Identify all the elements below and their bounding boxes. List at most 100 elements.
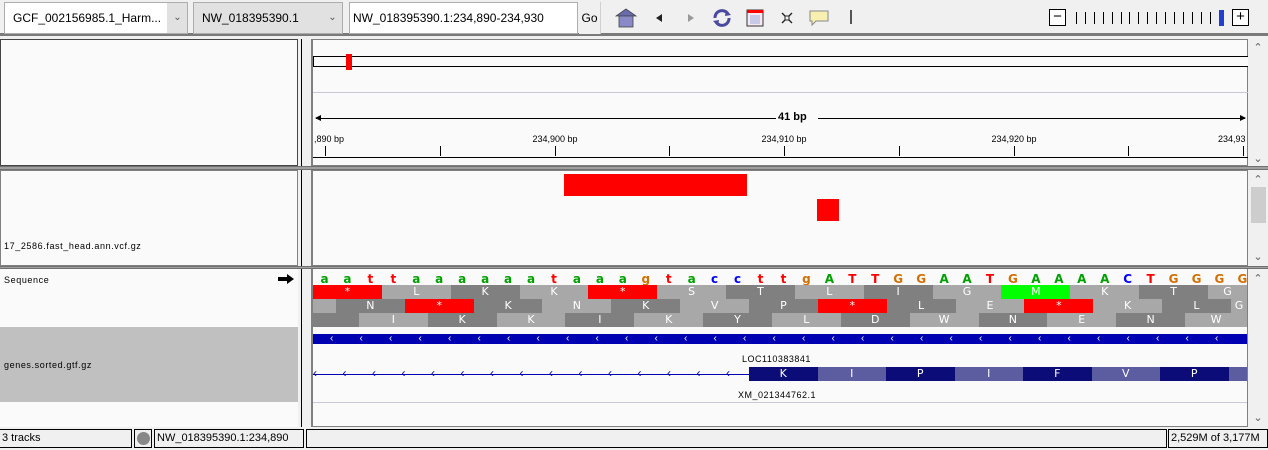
genome-dropdown[interactable]: GCF_002156985.1_Harm... ⌄	[4, 2, 188, 34]
strand-chevron-icon: ‹	[595, 333, 599, 344]
strand-chevron-icon: ‹	[549, 366, 553, 380]
zoom-tick[interactable]	[1138, 12, 1140, 24]
strand-chevron-icon: ‹	[979, 333, 983, 344]
chromosome-dropdown[interactable]: NW_018395390.1 ⌄	[193, 2, 343, 34]
transcript-intron-line[interactable]	[313, 374, 749, 375]
scroll-down-icon[interactable]: ⌄	[1253, 153, 1263, 165]
amino-acid: K	[450, 285, 520, 299]
ruler-divider	[313, 92, 1248, 93]
scroll-down-icon[interactable]: ⌄	[1253, 412, 1263, 424]
zoom-tick[interactable]	[1129, 12, 1131, 24]
sequence-base: T	[871, 272, 880, 286]
cds-amino-acid[interactable]	[1228, 367, 1247, 381]
arrow-right-icon[interactable]	[278, 274, 294, 287]
back-arrow-icon[interactable]	[648, 7, 670, 29]
cds-amino-acid[interactable]: K	[749, 367, 818, 381]
scroll-up-icon[interactable]: ⌃	[1253, 42, 1263, 54]
go-button[interactable]: Go	[579, 2, 601, 34]
zoom-tick[interactable]	[1147, 12, 1149, 24]
cds-amino-acid[interactable]: P	[1160, 367, 1229, 381]
zoom-tick[interactable]	[1093, 12, 1095, 24]
locus-status: NW_018395390.1:234,890	[154, 429, 304, 448]
sequence-base: A	[1031, 272, 1041, 286]
feature-name-panel: Sequence genes.sorted.gtf.gz	[0, 269, 298, 427]
genome-dropdown-value: GCF_002156985.1_Harm...	[13, 11, 162, 25]
scroll-up-icon[interactable]: ⌃	[1253, 273, 1263, 285]
stop-codon: *	[588, 285, 658, 299]
sequence-base: t	[390, 272, 397, 286]
sequence-base: a	[618, 272, 627, 286]
locus-search-input[interactable]	[349, 2, 578, 34]
genotype-cell[interactable]	[817, 199, 839, 221]
strand-chevron-icon: ‹	[536, 333, 540, 344]
sequence-base: G	[1008, 272, 1018, 286]
strand-chevron-icon: ‹	[696, 366, 701, 380]
strand-chevron-icon: ‹	[743, 333, 747, 344]
panel-divider[interactable]	[301, 170, 312, 266]
sequence-base: C	[1123, 272, 1133, 286]
zoom-tick[interactable]	[1165, 12, 1166, 24]
cds-amino-acid[interactable]: I	[817, 367, 886, 381]
zoom-tick[interactable]	[1102, 12, 1104, 24]
strand-chevron-icon: ‹	[890, 333, 894, 344]
vcf-track-label[interactable]: 17_2586.fast_head.ann.vcf.gz	[4, 241, 142, 251]
cds-amino-acid[interactable]: V	[1091, 367, 1160, 381]
zoom-in-button[interactable]: +	[1232, 9, 1249, 26]
zoom-tick[interactable]	[1209, 12, 1211, 24]
sequence-track-label[interactable]: Sequence	[4, 275, 50, 285]
sequence-base: a	[320, 272, 329, 286]
fit-to-window-icon[interactable]	[776, 7, 798, 29]
sequence-base: G	[1237, 272, 1248, 286]
cds-amino-acid[interactable]: F	[1023, 367, 1092, 381]
refresh-icon[interactable]	[711, 7, 733, 29]
zoom-out-button[interactable]: −	[1049, 9, 1066, 26]
zoom-tick[interactable]	[1182, 12, 1184, 24]
zoom-tick[interactable]	[1076, 12, 1077, 24]
gene-feature-bar[interactable]	[313, 334, 1247, 344]
sequence-base: T	[848, 272, 857, 286]
region-of-interest-icon[interactable]	[744, 7, 766, 29]
sequence-base: t	[665, 272, 672, 286]
scroll-up-icon[interactable]: ⌃	[1253, 174, 1263, 186]
gene-track-name-highlight[interactable]: genes.sorted.gtf.gz	[0, 327, 298, 402]
scroll-down-icon[interactable]: ⌄	[1253, 251, 1263, 263]
strand-chevron-icon: ‹	[490, 366, 494, 380]
zoom-tick[interactable]	[1084, 12, 1086, 24]
sequence-base: G	[916, 272, 927, 286]
sequence-base: a	[504, 272, 513, 286]
ruler-scrollbar[interactable]: ⌃ ⌄	[1248, 39, 1268, 166]
stop-codon: *	[817, 299, 887, 313]
cds-amino-acid[interactable]: P	[886, 367, 955, 381]
span-label: 41 bp	[778, 111, 807, 123]
zoom-tick[interactable]	[1173, 12, 1175, 24]
forward-arrow-icon[interactable]	[680, 7, 702, 29]
vcf-scrollbar[interactable]: ⌃ ⌄	[1248, 170, 1268, 266]
home-icon[interactable]	[615, 7, 637, 29]
zoom-slider-thumb[interactable]	[1219, 10, 1224, 26]
ruler-tick	[325, 146, 326, 156]
zoom-tick[interactable]	[1191, 12, 1193, 24]
strand-chevron-icon: ‹	[431, 366, 435, 380]
arrow-right-icon	[1240, 115, 1246, 121]
sequence-base: a	[412, 272, 421, 286]
panel-splitter[interactable]	[0, 266, 1268, 269]
zoom-tick[interactable]	[1111, 12, 1113, 24]
ruler-minor-tick	[669, 146, 670, 156]
sequence-base: g	[641, 272, 651, 286]
panel-divider[interactable]	[301, 39, 312, 166]
track-divider	[313, 402, 1247, 403]
variant-site-bar[interactable]	[564, 174, 747, 196]
chromosome-ideogram[interactable]	[313, 56, 1248, 67]
zoom-tick[interactable]	[1200, 12, 1202, 24]
zoom-tick[interactable]	[1156, 12, 1158, 24]
feature-scrollbar[interactable]: ⌃ ⌄	[1248, 269, 1268, 427]
strand-chevron-icon: ‹	[949, 333, 953, 344]
popup-info-icon[interactable]	[808, 7, 830, 29]
zoom-tick[interactable]	[1120, 12, 1122, 24]
panel-divider[interactable]	[301, 269, 312, 427]
cds-amino-acid[interactable]: I	[954, 367, 1023, 381]
scrollbar-thumb[interactable]	[1251, 187, 1266, 223]
ruler-tick	[1014, 146, 1015, 156]
panel-splitter[interactable]	[0, 166, 1268, 170]
chromosome-dropdown-value: NW_018395390.1	[202, 11, 299, 25]
